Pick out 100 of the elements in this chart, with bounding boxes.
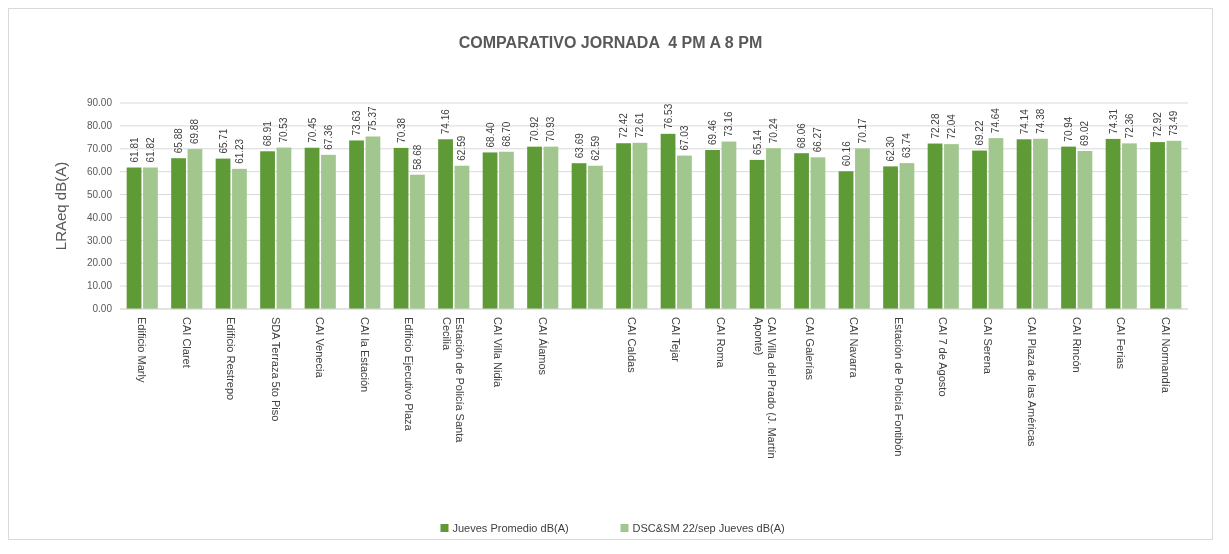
- y-tick-label: 80.00: [86, 120, 113, 132]
- bar: [810, 157, 826, 309]
- bar: [171, 158, 186, 309]
- data-label: 69.22: [974, 120, 986, 146]
- bar: [393, 147, 409, 309]
- data-label: 75.37: [367, 106, 379, 132]
- x-tick-label: CAI la Estación: [358, 317, 371, 393]
- data-label: 72.04: [945, 113, 957, 140]
- bar: [143, 167, 158, 309]
- x-tick-label: CAI Rincón: [1070, 317, 1083, 373]
- data-label: 73.49: [1168, 110, 1180, 136]
- data-label: 69.88: [189, 118, 201, 145]
- data-label: 70.17: [856, 117, 868, 144]
- bar: [1122, 143, 1137, 309]
- x-tick-label: CAI Serena: [981, 317, 994, 375]
- bar: [304, 147, 320, 309]
- data-label: 65.71: [217, 128, 229, 154]
- data-label: 60.16: [840, 140, 852, 167]
- x-tick-label: CAI Plaza de las Américas: [1026, 317, 1039, 448]
- data-label: 58.68: [411, 144, 423, 170]
- y-tick-label: 50.00: [86, 188, 113, 200]
- data-label: 69.02: [1079, 120, 1091, 147]
- x-tick-label: CAI Normandía: [1159, 317, 1172, 394]
- bar: [527, 146, 542, 309]
- bar: [543, 146, 559, 309]
- legend-label: DSC&SM 22/sep Jueves dB(A): [632, 522, 785, 534]
- data-label: 72.36: [1123, 112, 1135, 139]
- bar: [499, 151, 514, 309]
- data-label: 65.14: [751, 129, 763, 155]
- bar: [410, 174, 425, 309]
- bar: [838, 171, 854, 309]
- data-label: 70.94: [1063, 116, 1075, 142]
- data-label: 61.23: [233, 138, 245, 164]
- x-tick-label: CAI Álamos: [536, 317, 549, 376]
- bar: [187, 149, 203, 309]
- y-tick-label: 30.00: [86, 234, 113, 246]
- x-tick-label: CAI Villa Nidia: [492, 317, 505, 388]
- x-tick-label: Estación de Policía Santa Cecilia: [441, 317, 467, 444]
- chart-title: COMPARATIVO JORNADA 4 PM A 8 PM: [458, 34, 763, 51]
- data-label: 63.74: [901, 132, 913, 159]
- bar: [365, 136, 381, 309]
- data-label: 62.59: [589, 135, 601, 161]
- bar: [927, 143, 943, 309]
- bar: [855, 148, 870, 309]
- x-tick-label: SDA Terraza 5to Piso: [269, 317, 282, 422]
- bar: [677, 155, 692, 309]
- data-label: 74.64: [990, 107, 1002, 134]
- bar: [454, 165, 470, 309]
- data-label: 69.46: [707, 119, 719, 146]
- x-tick-label: CAI Claret: [180, 317, 193, 368]
- data-label: 74.14: [1018, 108, 1030, 135]
- bar: [276, 147, 292, 309]
- bar: [1166, 140, 1182, 309]
- bar: [721, 141, 737, 309]
- y-tick-label: 20.00: [86, 257, 113, 269]
- data-label: 73.63: [351, 110, 363, 136]
- bar: [705, 150, 720, 309]
- x-tick-label: CAI Roma: [714, 317, 727, 369]
- bar: [944, 144, 959, 309]
- x-tick-label: CAI Navarra: [848, 317, 861, 379]
- x-tick-label: CAI Ferias: [1115, 317, 1128, 370]
- y-tick-label: 70.00: [86, 142, 113, 154]
- y-axis-title: LRAeq dB(A): [52, 161, 69, 251]
- data-label: 76.53: [662, 103, 674, 129]
- bar: [794, 153, 809, 309]
- data-label: 70.45: [306, 117, 318, 143]
- data-label: 70.38: [395, 117, 407, 143]
- data-label: 65.88: [173, 127, 185, 154]
- data-label: 61.82: [144, 137, 156, 163]
- data-label: 70.92: [529, 116, 541, 142]
- data-label: 72.92: [1152, 111, 1164, 138]
- data-label: 74.16: [440, 108, 452, 135]
- data-label: 68.06: [796, 122, 808, 149]
- bar: [588, 165, 603, 309]
- data-label: 66.27: [812, 126, 824, 153]
- data-label: 62.59: [456, 135, 468, 161]
- data-label: 67.36: [322, 124, 334, 150]
- data-label: 67.03: [678, 125, 690, 151]
- bar: [632, 142, 648, 309]
- bar: [749, 159, 765, 309]
- bar: [972, 150, 987, 309]
- y-tick-label: 60.00: [86, 165, 113, 177]
- x-tick-label: CAI Galerías: [803, 317, 816, 381]
- bar: [1033, 138, 1048, 309]
- data-label: 62.30: [885, 135, 897, 162]
- bar: [899, 163, 915, 309]
- bar: [883, 166, 898, 309]
- bar: [616, 143, 631, 309]
- bar: [988, 138, 1004, 309]
- data-label: 68.91: [262, 120, 274, 147]
- legend-label: Jueves Promedio dB(A): [452, 522, 569, 534]
- y-tick-label: 10.00: [86, 280, 113, 292]
- x-tick-label: CAI Villa del Prado (J. Martín Aponte): [752, 317, 778, 459]
- y-tick-label: 0.00: [92, 303, 113, 315]
- x-tick-label: Edificio Ejecutivo Plaza: [403, 317, 416, 432]
- x-tick-label: CAI Tejar: [670, 317, 683, 363]
- data-label: 68.40: [484, 121, 496, 148]
- data-label: 70.53: [278, 117, 290, 143]
- data-label: 72.61: [634, 112, 646, 138]
- data-label: 68.70: [500, 121, 512, 147]
